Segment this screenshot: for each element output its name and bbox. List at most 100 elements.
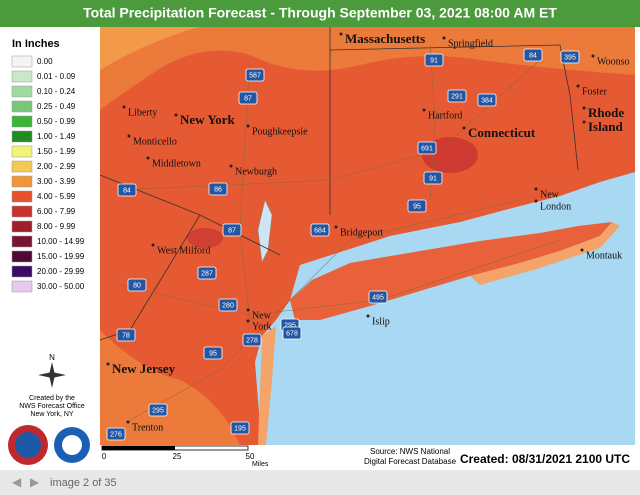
highway-number: 287: [201, 270, 213, 277]
highway-number: 87: [228, 227, 236, 234]
highway-shield: [242, 333, 262, 347]
legend-label: 4.00 - 5.99: [37, 192, 76, 201]
highway-shield: [208, 182, 228, 196]
highway-number: 95: [413, 203, 421, 210]
highway-shield: [368, 290, 388, 304]
heavy-area: [187, 228, 223, 248]
highway-number: 91: [429, 175, 437, 182]
place-label: New: [252, 310, 272, 321]
upper-corner: [100, 27, 200, 70]
scale-label: 25: [173, 452, 182, 461]
place-label: Springfield: [448, 38, 493, 49]
highway-shield: [218, 298, 238, 312]
highway-number: 78: [122, 332, 130, 339]
place-dot: [534, 187, 538, 191]
legend-swatch: [11, 160, 33, 173]
legend-swatch: [11, 145, 33, 158]
place-label: Monticello: [133, 136, 177, 147]
highway-shield: [127, 278, 147, 292]
place-dot: [122, 105, 126, 109]
highway-number: 495: [372, 294, 384, 301]
compass: [38, 362, 66, 388]
credit: New York, NY: [30, 411, 74, 418]
legend-label: 1.50 - 1.99: [37, 147, 76, 156]
highway-shield: [424, 53, 444, 67]
legend-swatch: [11, 100, 33, 113]
scale-unit: Miles: [252, 461, 269, 468]
place-dot: [534, 199, 538, 203]
place-dot: [442, 36, 446, 40]
place-label: Islip: [372, 316, 390, 327]
legend-label: 3.00 - 3.99: [37, 177, 76, 186]
nj-shore: [258, 326, 276, 445]
legend-swatch: [11, 85, 33, 98]
place-dot: [591, 54, 595, 58]
highway-number: 86: [214, 186, 222, 193]
legend-swatch: [11, 175, 33, 188]
highway-shield: [407, 199, 427, 213]
highway-number: 291: [451, 93, 463, 100]
highway-number: 295: [284, 322, 296, 329]
place-label: Bridgeport: [340, 227, 384, 238]
place-dot: [146, 156, 150, 160]
highway-shield: [423, 171, 443, 185]
state-label: Massachusetts: [345, 31, 425, 46]
legend-panel: In Inches 0.00 0.01 - 0.09 0.10 - 0.24 0.25…: [8, 38, 90, 465]
image-counter: image 2 of 35: [50, 477, 117, 489]
highway-number: 80: [133, 282, 141, 289]
highway-shield: [116, 328, 136, 342]
place-dot: [246, 308, 250, 312]
highway-shield: [222, 223, 242, 237]
highway-number: 95: [209, 350, 217, 357]
place-label: Woonso: [597, 56, 630, 67]
title: Total Precipitation Forecast - Through S…: [83, 5, 557, 21]
place-labels: Massachusetts Springfield Woonso Foster Rhod…: [106, 31, 630, 433]
place-label: Foster: [582, 86, 608, 97]
highway-number: 195: [234, 425, 246, 432]
highway-number: 87: [244, 95, 252, 102]
place-label: Trenton: [132, 422, 163, 433]
prev-button[interactable]: ◀: [12, 475, 22, 489]
legend-label: 2.00 - 2.99: [37, 162, 76, 171]
legend-swatch: [11, 115, 33, 128]
legend-swatch: [11, 70, 33, 83]
legend-label: 20.00 - 29.99: [37, 267, 85, 276]
legend-label: 0.00: [37, 57, 53, 66]
place-label: Montauk: [586, 250, 622, 261]
legend-label: 30.00 - 50.00: [37, 282, 85, 291]
highway-number: 280: [222, 302, 234, 309]
highway-shield: [238, 91, 258, 105]
place-label: Middletown: [152, 158, 201, 169]
legend-swatch: [11, 130, 33, 143]
legend-swatch: [11, 235, 33, 248]
place-dot: [106, 362, 110, 366]
scale-bar: [101, 445, 249, 451]
legend-label: 8.00 - 9.99: [37, 222, 76, 231]
highway-number: 395: [564, 54, 576, 61]
source: Source: NWS National: [370, 447, 450, 456]
weather-ready-logo: [15, 432, 41, 458]
highway-number: 84: [529, 52, 537, 59]
legend-title: In Inches: [12, 38, 60, 50]
place-dot: [246, 124, 250, 128]
legend-label: 0.10 - 0.24: [37, 87, 76, 96]
place-label: Poughkeepsie: [252, 126, 308, 137]
highway-shield: [230, 421, 250, 435]
state-label: New York: [180, 112, 236, 127]
legend-label: 6.00 - 7.99: [37, 207, 76, 216]
scale-label: 0: [102, 452, 107, 461]
created: Created: 08/31/2021 2100 UTC: [460, 452, 630, 466]
scale-label: 50: [246, 452, 255, 461]
legend-swatch: [11, 265, 33, 278]
place-dot: [127, 134, 131, 138]
title-bar: [0, 0, 640, 27]
highway-number: 678: [286, 330, 298, 337]
state-label: Connecticut: [468, 125, 536, 140]
next-button[interactable]: ▶: [30, 475, 40, 489]
highway-shield: [560, 50, 580, 64]
highway-shield: [148, 403, 168, 417]
highway-shield: [245, 68, 265, 82]
